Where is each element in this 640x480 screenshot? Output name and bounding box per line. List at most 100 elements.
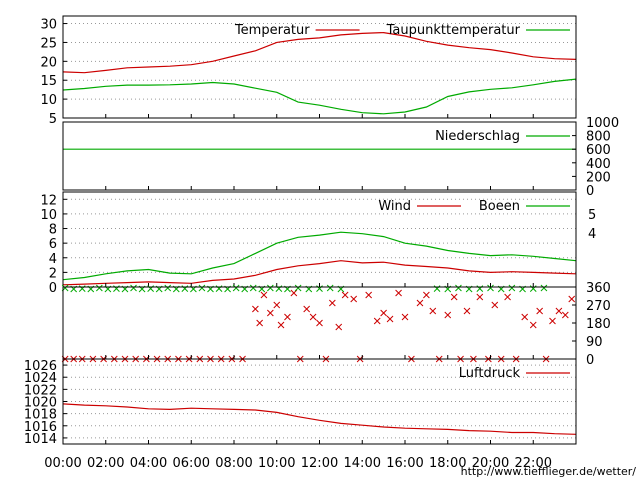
scatter-point xyxy=(555,307,563,315)
y-tick-label: 4 xyxy=(49,252,57,267)
scatter-point xyxy=(95,284,103,292)
scatter-point xyxy=(386,315,394,323)
y-tick-label-right: 0 xyxy=(586,184,594,199)
x-tick-label: 08:00 xyxy=(215,456,252,471)
legend-label: Wind xyxy=(378,199,411,214)
scatter-point xyxy=(423,291,430,299)
scatter-point xyxy=(568,295,576,303)
y-tick-label: 1014 xyxy=(24,432,57,447)
x-tick-label: 20:00 xyxy=(472,456,509,471)
y-tick-label: 0 xyxy=(49,281,57,296)
scatter-point xyxy=(277,321,285,329)
y-tick-label-right: 1000 xyxy=(586,116,619,131)
panel-wind-direction: 0 90 180 270 360 xyxy=(61,281,611,368)
y-tick-label-right: 800 xyxy=(586,130,611,145)
series-line xyxy=(62,78,577,115)
x-tick-label: 18:00 xyxy=(429,456,466,471)
legend-label: Taupunkttemperatur xyxy=(386,23,521,38)
scatter-point xyxy=(455,284,462,292)
y-tick-label: 5 xyxy=(49,112,57,127)
scatter-point xyxy=(561,311,569,319)
x-tick-label: 02:00 xyxy=(87,456,124,471)
scatter-point xyxy=(504,293,511,301)
panel-frame xyxy=(62,121,577,191)
y-tick-label-right: 5 xyxy=(588,208,596,223)
y-tick-label: 10 xyxy=(40,208,57,223)
scatter-point xyxy=(395,289,402,297)
scatter-point xyxy=(476,293,484,301)
x-tick-label: 16:00 xyxy=(386,456,423,471)
scatter-point xyxy=(303,305,311,313)
scatter-point xyxy=(316,319,323,327)
scatter-point xyxy=(450,293,458,301)
y-tick-label: 1022 xyxy=(24,383,57,398)
y-tick-label-right: 0 xyxy=(586,353,594,368)
credit-text: http://www.tiefflieger.de/wetter/ xyxy=(461,465,637,478)
scatter-point xyxy=(416,299,424,307)
y-tick-label-right: 180 xyxy=(586,317,611,332)
scatter-point xyxy=(294,284,302,292)
scatter-point xyxy=(260,291,268,299)
scatter-point xyxy=(290,289,298,297)
scatter-point xyxy=(130,284,137,292)
y-tick-label-right: 4 xyxy=(588,227,596,242)
scatter-point xyxy=(373,317,381,325)
scatter-point xyxy=(328,299,336,307)
scatter-point xyxy=(549,317,556,325)
scatter-point xyxy=(429,307,437,315)
scatter-point xyxy=(266,309,274,317)
scatter-point xyxy=(401,313,409,321)
y-tick-label-right: 200 xyxy=(586,170,611,185)
series-line xyxy=(62,403,577,435)
scatter-point xyxy=(164,284,172,292)
scatter-point xyxy=(487,284,494,292)
y-tick-label-right: 270 xyxy=(586,299,611,314)
y-tick-label-right: 360 xyxy=(586,281,611,296)
y-tick-label: 1020 xyxy=(24,396,57,411)
y-tick-label: 10 xyxy=(40,93,57,108)
scatter-point xyxy=(198,284,206,292)
scatter-point xyxy=(284,313,291,321)
x-tick-label: 14:00 xyxy=(344,456,381,471)
scatter-point xyxy=(540,284,548,292)
legend-label: Niederschlag xyxy=(435,129,520,144)
y-tick-label: 15 xyxy=(40,74,57,89)
scatter-point xyxy=(491,301,499,309)
y-tick-label: 1018 xyxy=(24,408,57,423)
scatter-point xyxy=(365,291,373,299)
x-axis: 00:00 02:00 04:00 06:00 08:00 10:00 12:00 14:00… xyxy=(44,456,552,471)
y-tick-label: 6 xyxy=(49,237,57,252)
y-tick-label: 1024 xyxy=(24,371,57,386)
scatter-point xyxy=(341,291,349,299)
scatter-point xyxy=(529,321,537,329)
x-tick-label: 04:00 xyxy=(130,456,167,471)
legend-label: Temperatur xyxy=(234,23,310,38)
x-tick-label: 00:00 xyxy=(44,456,81,471)
scatter-point xyxy=(256,319,264,327)
series-line xyxy=(62,31,577,74)
scatter-point xyxy=(252,305,259,313)
legend-label: Boeen xyxy=(479,199,520,214)
scatter-point xyxy=(309,313,317,321)
y-tick-label: 2 xyxy=(49,266,57,281)
x-tick-label: 10:00 xyxy=(258,456,295,471)
scatter-point xyxy=(335,323,343,331)
y-tick-label: 30 xyxy=(40,18,57,33)
y-tick-label: 1026 xyxy=(24,359,57,374)
series-line xyxy=(62,231,577,281)
scatter-point xyxy=(536,307,544,315)
y-tick-label: 25 xyxy=(40,36,57,51)
x-tick-label: 06:00 xyxy=(173,456,210,471)
scatter-point xyxy=(463,307,471,315)
y-tick-label: 8 xyxy=(49,223,57,238)
scatter-point xyxy=(350,295,358,303)
y-tick-label-right: 600 xyxy=(586,143,611,158)
panel-frame xyxy=(62,358,577,445)
series-line xyxy=(62,260,577,286)
y-tick-label: 12 xyxy=(40,193,57,208)
x-tick-label: 22:00 xyxy=(515,456,552,471)
